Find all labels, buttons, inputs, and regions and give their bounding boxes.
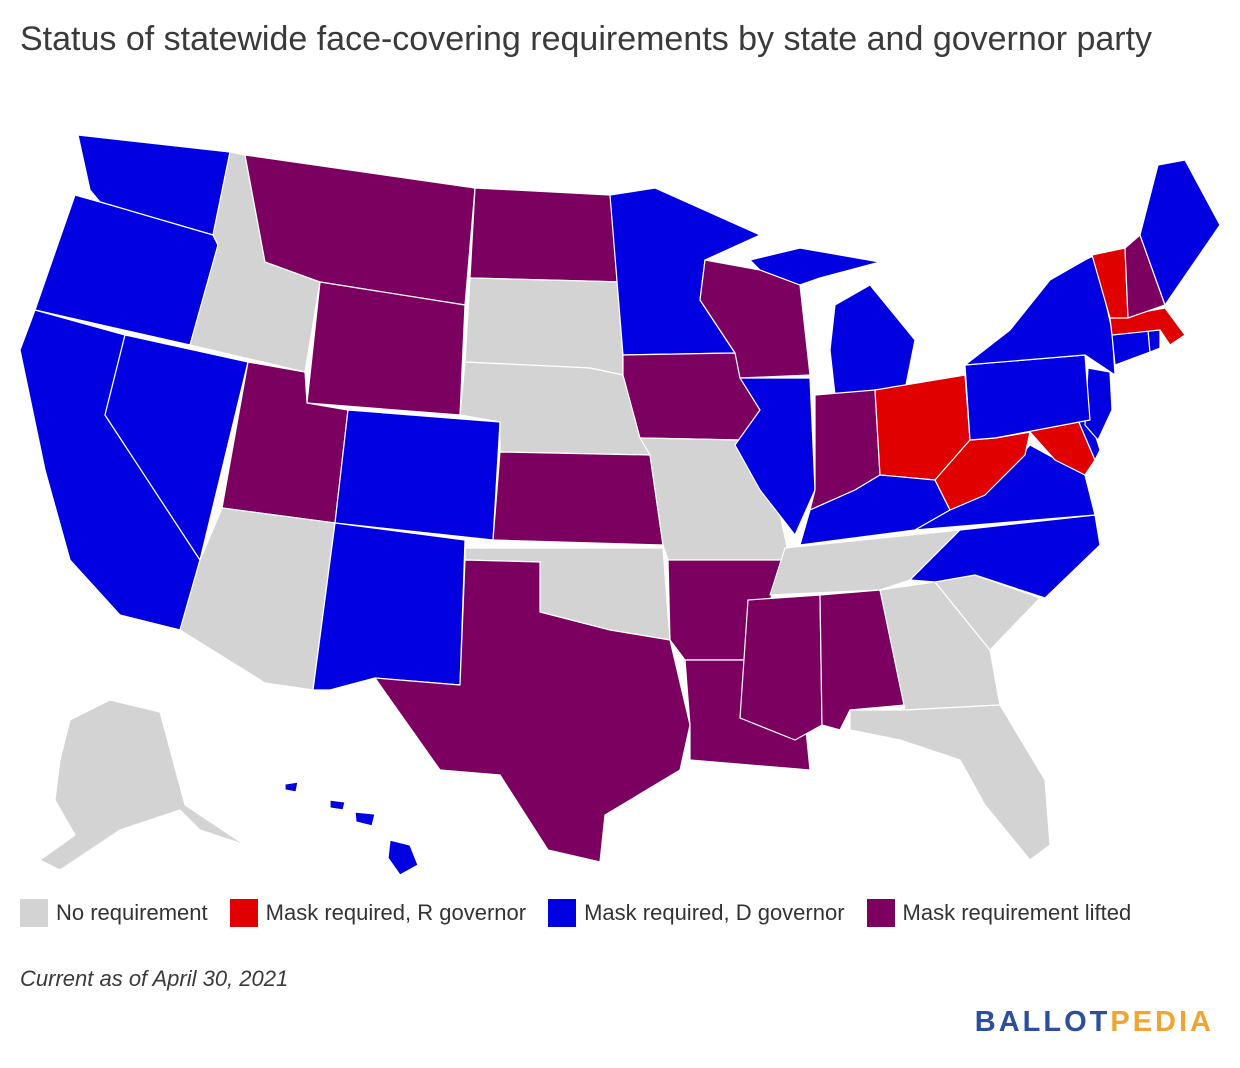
legend-swatch [548, 899, 577, 927]
state-mi [829, 284, 916, 396]
state-ct [1111, 329, 1151, 366]
legend-label: Mask required, D governor [584, 900, 845, 925]
us-map-svg [19, 134, 1221, 876]
legend-label: Mask requirement lifted [902, 900, 1132, 925]
legend-item-no-requirement: No requirement [20, 899, 208, 927]
legend-label: Mask required, R governor [265, 900, 527, 925]
legend-label: No requirement [56, 900, 208, 925]
state-ks [492, 451, 664, 546]
state-sd [464, 277, 624, 376]
legend-item-mask-required-r: Mask required, R governor [229, 899, 527, 927]
state-hi [284, 781, 419, 876]
state-ri [1147, 329, 1161, 353]
date-note: Current as of April 30, 2021 [20, 966, 289, 991]
map-legend: No requirement Mask required, R governor… [20, 896, 1153, 930]
state-mi-upper [749, 247, 881, 286]
state-fl [849, 704, 1051, 861]
us-map [0, 110, 1240, 890]
state-nm [312, 522, 466, 691]
state-nc [909, 514, 1101, 599]
state-nd [469, 187, 624, 283]
logo-part-ballot: BALLOT [974, 1006, 1111, 1038]
logo-part-pedia: PEDIA [1110, 1006, 1214, 1038]
state-il [734, 377, 816, 536]
state-me [1139, 159, 1221, 306]
legend-swatch [866, 899, 895, 927]
ballotpedia-logo[interactable]: BALLOTPEDIA [975, 1006, 1214, 1039]
legend-item-mask-required-d: Mask required, D governor [548, 899, 845, 927]
legend-swatch [229, 899, 258, 927]
map-title: Status of statewide face-covering requir… [20, 20, 1153, 58]
state-ga [879, 581, 1001, 711]
state-tn [769, 529, 961, 596]
state-ny [964, 254, 1116, 376]
state-wy [306, 281, 466, 416]
state-ms [739, 594, 823, 741]
state-tx [374, 559, 691, 863]
legend-swatch [20, 899, 48, 927]
state-co [334, 409, 501, 541]
legend-item-mask-lifted: Mask requirement lifted [866, 899, 1132, 927]
state-ak [39, 699, 246, 871]
